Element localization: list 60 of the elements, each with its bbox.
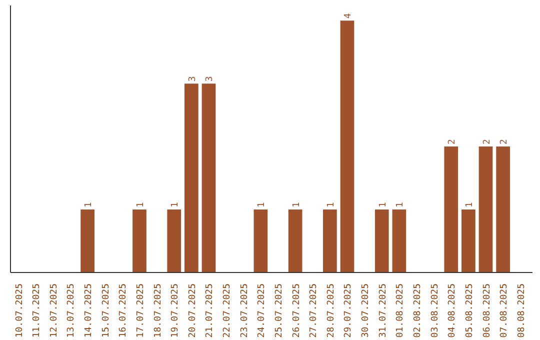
data-label: 1 — [170, 202, 181, 208]
data-label: 3 — [205, 76, 216, 82]
x-tick-label: 22.07.2025 — [222, 283, 233, 338]
bar — [496, 146, 510, 272]
x-tick-label: 07.08.2025 — [500, 283, 510, 338]
x-tick-label: 29.07.2025 — [344, 283, 354, 338]
bar — [132, 210, 146, 272]
x-tick-label: 01.08.2025 — [396, 283, 406, 338]
bar — [184, 84, 198, 272]
bar — [288, 210, 302, 272]
x-tick-label: 31.07.2025 — [378, 283, 388, 338]
x-tick-label: 10.07.2025 — [14, 283, 25, 338]
data-label: 2 — [482, 139, 492, 145]
bar — [202, 84, 216, 272]
x-tick-label: 21.07.2025 — [205, 283, 216, 338]
x-tick-label: 27.07.2025 — [309, 283, 320, 338]
bar — [340, 20, 354, 272]
data-label: 3 — [188, 76, 198, 82]
bar — [392, 210, 406, 272]
bar — [478, 146, 493, 272]
data-label: 1 — [136, 202, 146, 208]
bar — [254, 210, 268, 272]
x-tick-label: 14.07.2025 — [84, 283, 94, 338]
x-tick-label: 08.08.2025 — [516, 283, 527, 338]
bar — [374, 210, 389, 272]
data-label: 4 — [344, 13, 354, 19]
data-label: 2 — [500, 139, 510, 145]
x-tick-label: 05.08.2025 — [464, 283, 475, 338]
x-tick-label: 17.07.2025 — [136, 283, 146, 338]
x-tick-label: 11.07.2025 — [32, 283, 42, 338]
x-tick-label: 18.07.2025 — [153, 283, 164, 338]
x-tick-label: 20.07.2025 — [188, 283, 198, 338]
bar — [444, 146, 458, 272]
x-tick-label: 19.07.2025 — [170, 283, 181, 338]
x-tick-label: 13.07.2025 — [66, 283, 77, 338]
data-label: 2 — [448, 139, 458, 145]
x-tick-label: 02.08.2025 — [413, 283, 423, 338]
x-tick-label: 06.08.2025 — [482, 283, 492, 338]
x-tick-label: 28.07.2025 — [326, 283, 336, 338]
data-label: 1 — [292, 202, 302, 208]
data-label: 1 — [464, 202, 475, 208]
x-tick-label: 04.08.2025 — [448, 283, 458, 338]
data-label: 1 — [326, 202, 336, 208]
x-tick-label: 12.07.2025 — [49, 283, 60, 338]
bar — [323, 210, 337, 272]
data-label: 1 — [378, 202, 388, 208]
data-label: 1 — [84, 202, 94, 208]
x-tick-label: 30.07.2025 — [361, 283, 372, 338]
x-tick-label: 24.07.2025 — [257, 283, 268, 338]
data-label: 1 — [257, 202, 268, 208]
x-tick-label: 16.07.2025 — [118, 283, 129, 338]
x-tick-label: 26.07.2025 — [292, 283, 302, 338]
x-tick-label: 15.07.2025 — [101, 283, 112, 338]
bar — [167, 210, 182, 272]
bar — [80, 210, 94, 272]
bar — [462, 210, 476, 272]
x-tick-label: 25.07.2025 — [274, 283, 284, 338]
data-label: 1 — [396, 202, 406, 208]
x-tick-label: 23.07.2025 — [240, 283, 250, 338]
x-tick-label: 03.08.2025 — [430, 283, 440, 338]
